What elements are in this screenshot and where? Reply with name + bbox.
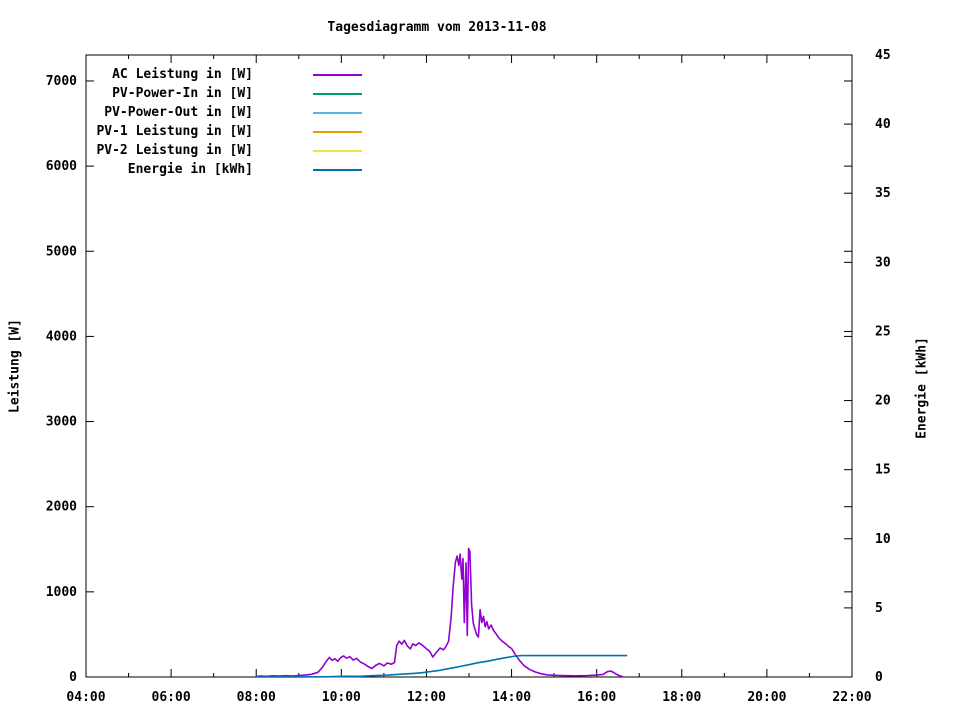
legend-line-swatch-energie — [313, 168, 362, 171]
legend-label-pv2-leistung: PV-2 Leistung in [W] — [96, 143, 253, 158]
legend-label-ac-leistung: AC Leistung in [W] — [112, 67, 253, 82]
x-tick-label: 04:00 — [66, 690, 105, 705]
x-tick-label: 06:00 — [152, 690, 191, 705]
legend-label-pv1-leistung: PV-1 Leistung in [W] — [96, 124, 253, 139]
y1-tick-label: 1000 — [46, 585, 77, 600]
legend-line-swatch-pv-power-in — [313, 92, 362, 95]
y2-tick-label: 20 — [875, 394, 891, 409]
legend-item-energie: Energie in [kWh] — [87, 162, 362, 177]
y2-tick-label: 15 — [875, 463, 891, 478]
x-tick-label: 12:00 — [407, 690, 446, 705]
y1-tick-label: 3000 — [46, 415, 77, 430]
legend-item-pv-power-in: PV-Power-In in [W] — [87, 86, 362, 101]
y2-tick-label: 35 — [875, 186, 891, 201]
y1-tick-label: 4000 — [46, 329, 77, 344]
legend-line-swatch-ac-leistung — [313, 73, 362, 76]
y2-tick-label: 30 — [875, 255, 891, 270]
series-line-ac-leistung-in-w- — [256, 547, 624, 678]
x-tick-label: 10:00 — [322, 690, 361, 705]
legend-label-energie: Energie in [kWh] — [127, 162, 253, 177]
y1-tick-label: 5000 — [46, 244, 77, 259]
series-line-energie-in-kwh- — [256, 654, 628, 678]
legend-line-swatch-pv2-leistung — [313, 149, 362, 152]
x-tick-label: 20:00 — [747, 690, 786, 705]
y2-tick-label: 0 — [875, 670, 883, 685]
y2-tick-label: 45 — [875, 48, 891, 63]
chart-title: Tagesdiagramm vom 2013-11-08 — [327, 20, 547, 35]
x-tick-label: 22:00 — [832, 690, 871, 705]
legend-label-pv-power-out: PV-Power-Out in [W] — [104, 105, 253, 120]
y2-tick-label: 40 — [875, 117, 891, 132]
y1-tick-label: 0 — [69, 670, 77, 685]
x-tick-label: 16:00 — [577, 690, 616, 705]
y1-tick-label: 2000 — [46, 500, 77, 515]
y1-tick-label: 7000 — [46, 74, 77, 89]
y2-tick-label: 10 — [875, 532, 891, 547]
x-tick-label: 14:00 — [492, 690, 531, 705]
legend-item-pv2-leistung: PV-2 Leistung in [W] — [87, 143, 362, 158]
legend-line-swatch-pv1-leistung — [313, 130, 362, 133]
y2-tick-label: 5 — [875, 601, 883, 616]
legend-item-pv-power-out: PV-Power-Out in [W] — [87, 105, 362, 120]
x-tick-label: 08:00 — [237, 690, 276, 705]
x-tick-label: 18:00 — [662, 690, 701, 705]
y1-tick-label: 6000 — [46, 159, 77, 174]
legend-item-ac-leistung: AC Leistung in [W] — [87, 67, 362, 82]
legend-label-pv-power-in: PV-Power-In in [W] — [112, 86, 253, 101]
y2-tick-label: 25 — [875, 324, 891, 339]
legend-line-swatch-pv-power-out — [313, 111, 362, 114]
legend-item-pv1-leistung: PV-1 Leistung in [W] — [87, 124, 362, 139]
